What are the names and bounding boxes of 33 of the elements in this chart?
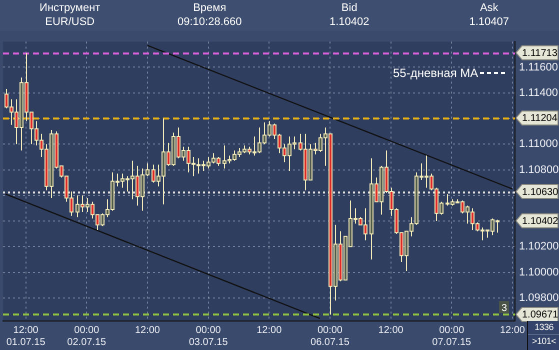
ref-line-label: 1.09671 (522, 310, 559, 321)
text: 1.10407 (468, 16, 510, 30)
text: 09:10:28.660 (176, 16, 243, 30)
ref-line-label: 1.11204 (522, 113, 558, 124)
x-tick-label: 12:00 (378, 324, 404, 336)
text: Bid (340, 2, 358, 16)
ref-line-label: 1.10630 (522, 186, 559, 198)
x-tick-label: 12:00 01.07.15 (6, 324, 46, 348)
text: EUR/USD (44, 16, 96, 30)
x-tick-label: 00:00 03.07.15 (188, 324, 228, 348)
y-tick-label: 1.10000 (519, 266, 559, 278)
annotation: 3 (501, 302, 508, 314)
ref-line-label: 1.11713 (522, 48, 558, 59)
y-tick-label: 1.10200 (519, 240, 559, 253)
x-tick-label: 00:00 02.07.15 (67, 324, 107, 348)
text: 1.10402 (328, 16, 370, 30)
x-tick-label: 00:00 06.07.15 (310, 324, 350, 348)
y-tick-label: 1.11400 (519, 86, 558, 99)
y-tick-label: 1.11000 (519, 138, 558, 150)
text: 1336 (528, 321, 559, 335)
x-tick-label: 12:00 (256, 324, 282, 336)
x-tick-label: 12:00 (134, 324, 160, 336)
annotation: 55-дневная MA (393, 66, 478, 80)
y-tick-label: 1.10800 (519, 164, 559, 176)
text: Время (192, 2, 228, 16)
text: Инструмент (38, 2, 102, 16)
x-tick-label: 00:00 07.07.15 (432, 324, 472, 348)
y-tick-label: 1.09800 (519, 292, 559, 304)
text: 1.10402 (522, 216, 559, 228)
x-tick-label: 12:00 (500, 324, 526, 336)
text: Ask (478, 2, 500, 16)
y-tick-label: 1.11600 (519, 61, 558, 74)
text: >101< (530, 335, 558, 348)
